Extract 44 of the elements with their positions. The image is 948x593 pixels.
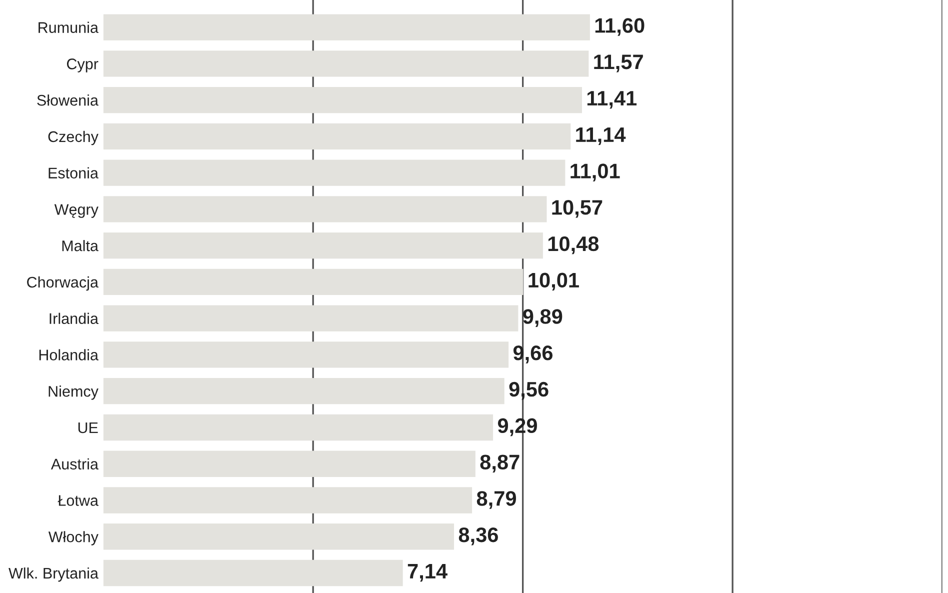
y-tick-label: Słowenia xyxy=(37,94,98,106)
y-tick-label: Estonia xyxy=(48,167,98,178)
data-label: 8,36 xyxy=(458,527,498,546)
y-tick-label: Włochy xyxy=(48,531,98,546)
data-label: 11,60 xyxy=(595,18,644,36)
bar xyxy=(103,414,494,441)
y-tick-label: Irlandia xyxy=(50,312,98,324)
bar xyxy=(103,232,543,259)
data-label: 10,57 xyxy=(552,200,602,218)
y-tick-label: Malta xyxy=(62,240,98,252)
bar xyxy=(103,560,403,586)
bar xyxy=(103,86,582,114)
bar xyxy=(103,123,571,150)
data-label: 10,48 xyxy=(548,236,599,254)
data-label: 11,14 xyxy=(576,127,626,146)
y-tick-label: Chorwacja xyxy=(27,276,98,291)
y-tick-label: Wlk. Brytania xyxy=(8,567,98,582)
bar xyxy=(103,196,547,222)
y-tick-label: Austria xyxy=(50,458,98,470)
bar xyxy=(103,524,454,550)
data-label: 10,01 xyxy=(528,272,579,291)
y-tick-label: Łotwa xyxy=(58,495,98,506)
bar xyxy=(103,50,589,77)
bar xyxy=(103,305,518,332)
bar xyxy=(103,160,566,186)
y-tick-label: Czechy xyxy=(48,130,98,146)
y-tick-label: Holandia xyxy=(39,349,98,360)
y-tick-label: Cypr xyxy=(66,58,98,72)
data-label: 11,57 xyxy=(594,54,643,72)
bar xyxy=(103,450,476,477)
data-label: 11,41 xyxy=(587,91,637,109)
bar xyxy=(103,378,504,404)
y-tick-label: UE xyxy=(78,422,98,434)
y-tick-label: Węgry xyxy=(54,204,98,218)
y-tick-label: Niemcy xyxy=(48,386,98,400)
bar xyxy=(103,268,524,296)
data-label: 7,14 xyxy=(408,564,448,582)
data-label: 8,87 xyxy=(480,454,520,472)
data-label: 8,79 xyxy=(476,491,516,509)
bar xyxy=(103,14,590,40)
y-tick-label: Rumunia xyxy=(38,22,98,33)
bar xyxy=(103,342,509,368)
data-label: 11,01 xyxy=(570,164,620,182)
bar xyxy=(103,487,472,514)
